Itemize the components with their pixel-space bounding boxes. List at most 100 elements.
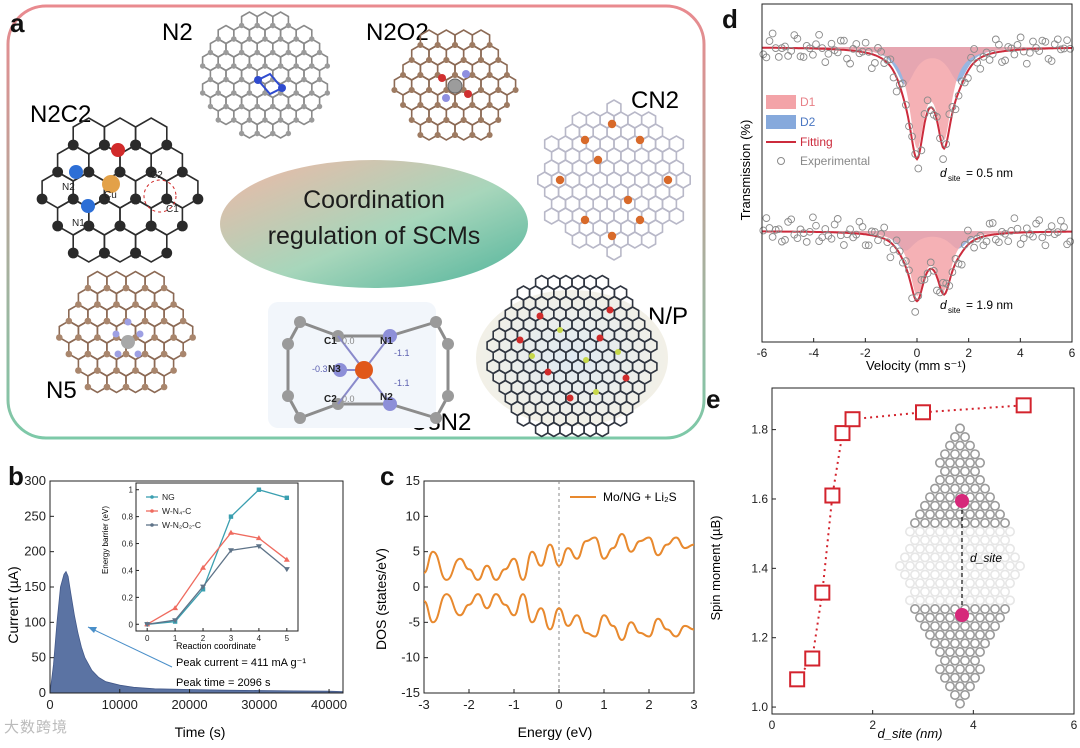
e-inset-ring-134 <box>915 578 926 589</box>
e-ytick-label-3: 1.6 <box>751 492 768 506</box>
e-inset-label: d_site <box>970 551 1002 565</box>
d-spectrum1-point-50 <box>914 164 923 173</box>
e-plot-frame <box>771 387 1075 715</box>
d-spectrum1-point-85 <box>1022 59 1031 68</box>
e-inset-ring-1 <box>950 431 961 442</box>
e-inset-ring-48 <box>945 509 956 520</box>
e-inset-ring-17 <box>959 466 970 477</box>
c3n2-n1-atom <box>383 329 397 343</box>
b-inset-series-1-point-2 <box>200 564 207 570</box>
e-inset-ring-18 <box>969 466 980 477</box>
n2-atom-19 <box>207 49 214 56</box>
c3n2-c-atom-0 <box>294 316 306 328</box>
d-spectrum1-point-13 <box>799 53 808 61</box>
n5-atom-45 <box>65 350 73 358</box>
e-inset-ring-223 <box>945 681 956 692</box>
np-p-atom-0 <box>529 353 535 359</box>
e-inset-ring-197 <box>974 629 985 640</box>
n5-atom-69 <box>103 383 111 391</box>
e-inset-ring-97 <box>910 552 921 563</box>
d-spectrum2-point-11 <box>793 234 802 243</box>
c3n2-c-atom-8 <box>442 390 454 402</box>
e-inset-ring-184 <box>920 621 931 632</box>
e-inset-ring-194 <box>945 629 956 640</box>
e-inset-ring-221 <box>959 672 970 683</box>
center-title-line2: regulation of SCMs <box>268 222 481 250</box>
d-spectrum2-point-47 <box>905 266 913 275</box>
e-inset-ring-39 <box>940 500 951 511</box>
d-spectrum2-point-38 <box>877 230 885 238</box>
e-inset-ring-104 <box>979 552 990 563</box>
d-spectrum2-point-1 <box>762 214 771 222</box>
n2c2-atom-33 <box>67 247 79 259</box>
e-inset-ring-94 <box>994 543 1005 554</box>
c-ytick-label-3: 0 <box>413 579 420 594</box>
e-inset-ring-86 <box>915 543 926 554</box>
e-inset-ring-155 <box>915 595 926 606</box>
b-inset-ytick-label-0: 0 <box>129 620 134 629</box>
e-inset-ring-125 <box>940 569 951 580</box>
n2c2-atom-13 <box>145 166 157 178</box>
d-spectrum2-point-60 <box>945 281 954 290</box>
label-n2o2: N2O2 <box>366 19 429 46</box>
b-inset-ytick-label-4: 0.8 <box>122 513 134 522</box>
n2-atom-39 <box>246 63 253 69</box>
n5-atom-5 <box>122 284 130 292</box>
e-inset-ring-87 <box>925 543 936 554</box>
n2-atom-65 <box>215 90 221 96</box>
d-spectrum1-point-20 <box>821 58 830 66</box>
d-spectrum1-value: = 0.5 nm <box>966 166 1013 180</box>
n2c2-n1-atom <box>81 199 95 213</box>
n2c2-atom-30 <box>176 220 188 232</box>
d-spectrum2-point-87 <box>1029 232 1037 241</box>
n5-atom-43 <box>170 334 177 341</box>
e-inset-ring-24 <box>930 483 941 494</box>
n5-atom-15 <box>132 301 139 308</box>
n2o2-atom-49 <box>434 102 441 108</box>
e-inset-ring-105 <box>989 552 1000 563</box>
e-inset-ring-143 <box>1004 578 1015 589</box>
n2-ring-54 <box>271 119 290 139</box>
c-xtick-label-2: -1 <box>508 697 520 712</box>
e-inset-ring-145 <box>920 586 931 597</box>
e-inset-ring-219 <box>940 672 951 683</box>
n5-atom-3 <box>103 284 111 292</box>
np-red-atom-4 <box>566 394 574 402</box>
n2-atom-25 <box>254 49 260 56</box>
watermark: 大数跨境 <box>4 716 68 737</box>
d-spectrum1-point-62 <box>951 105 960 114</box>
n5-atom-49 <box>103 350 111 358</box>
d-spectrum1-point-95 <box>1053 35 1062 44</box>
n2c2-atom-25 <box>52 220 64 232</box>
e-inset-ring-68 <box>945 526 956 537</box>
d-spectrum1-fit <box>762 46 1072 161</box>
panel-b: b 0 10000 20000 30000 40000 0 50 100 150 200 250 30… <box>0 455 360 743</box>
n2-n-atom-2 <box>278 84 286 92</box>
cn2-metal-5 <box>635 215 645 225</box>
e-inset-ring-129 <box>979 569 990 580</box>
e-inset-ring-132 <box>1009 569 1020 580</box>
n2o2-coord-atom-3 <box>462 70 470 78</box>
d-spectrum2-point-49 <box>911 308 920 316</box>
e-inset-ring-111 <box>925 561 936 572</box>
e-inset-ring-130 <box>989 569 1000 580</box>
d-spectrum1-point-28 <box>846 59 854 68</box>
n2c2-atom-7 <box>52 166 64 178</box>
n2c2-atom-31 <box>145 220 157 232</box>
n2o2-atom-72 <box>486 132 493 138</box>
e-inset-ring-204 <box>979 638 990 649</box>
b-inset-frame <box>135 482 299 632</box>
d-spectrum2-value: = 1.9 nm <box>966 298 1013 312</box>
n5-atom-54 <box>179 350 187 358</box>
d-spectrum1-point-48 <box>908 132 916 141</box>
d-spectrum1-point-73 <box>985 56 994 64</box>
n2c2-atom-27 <box>83 220 95 232</box>
n5-atom-28 <box>179 317 187 325</box>
n2o2-atom-65 <box>477 117 484 123</box>
e-inset-ring-62 <box>989 518 1000 529</box>
n2c2-atom-21 <box>130 193 141 205</box>
n5-n-atom-0 <box>112 330 120 338</box>
c3n2-c-atom-9 <box>430 412 442 424</box>
e-inset-ring-212 <box>959 655 970 666</box>
d-spectrum1-point-82 <box>1013 41 1022 49</box>
